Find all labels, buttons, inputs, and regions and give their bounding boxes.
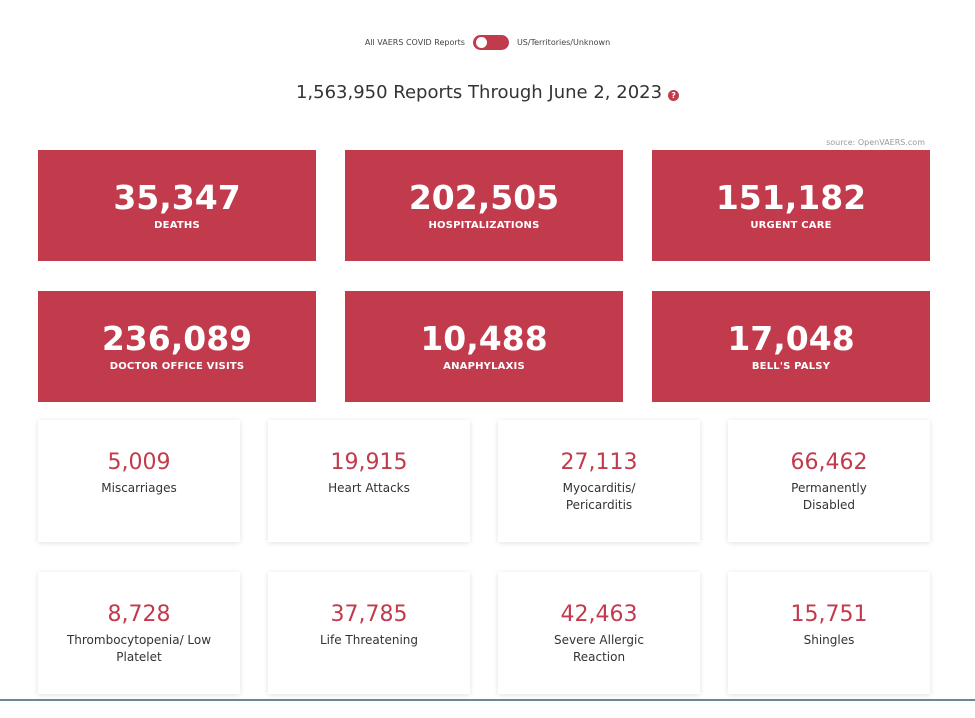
stat-label: URGENT CARE [750, 219, 832, 231]
stat-value: 17,048 [727, 318, 855, 358]
stat-value: 10,488 [420, 318, 548, 358]
stat-label: Miscarriages [101, 481, 177, 495]
stat-tile-anaphylaxis: 10,488 ANAPHYLAXIS [345, 291, 623, 402]
help-icon[interactable]: ? [668, 89, 680, 101]
stat-value: 37,785 [330, 602, 408, 627]
report-scope-toggle[interactable] [472, 35, 509, 50]
report-scope-toggle-row: All VAERS COVID Reports US/Territories/U… [0, 35, 975, 50]
stat-value: 151,182 [715, 177, 867, 217]
stat-label: Heart Attacks [328, 481, 410, 495]
stat-label: DEATHS [154, 219, 200, 231]
stat-value: 66,462 [790, 450, 868, 475]
toggle-right-label: US/Territories/Unknown [516, 38, 611, 47]
bottom-divider [0, 699, 975, 701]
secondary-stats-row-1: 5,009 Miscarriages 19,915 Heart Attacks … [38, 420, 931, 542]
stat-tile-urgent-care: 151,182 URGENT CARE [652, 150, 930, 261]
secondary-stats-row-2: 8,728 Thrombocytopenia/ Low Platelet 37,… [38, 572, 931, 694]
stat-card-thrombocytopenia: 8,728 Thrombocytopenia/ Low Platelet [38, 572, 240, 694]
stat-value: 19,915 [330, 450, 408, 475]
headline-text: 1,563,950 Reports Through June 2, 2023 [295, 82, 663, 103]
stat-card-life-threatening: 37,785 Life Threatening [268, 572, 470, 694]
stat-value: 8,728 [107, 602, 171, 627]
stat-value: 202,505 [408, 177, 560, 217]
stat-value: 35,347 [113, 177, 241, 217]
toggle-left-label: All VAERS COVID Reports [364, 38, 465, 47]
stat-tile-bells-palsy: 17,048 BELL'S PALSY [652, 291, 930, 402]
source-credit: source: OpenVAERS.com [826, 138, 925, 147]
stat-label: HOSPITALIZATIONS [428, 219, 540, 231]
stat-value: 42,463 [560, 602, 638, 627]
stat-card-miscarriages: 5,009 Miscarriages [38, 420, 240, 542]
stat-label: Myocarditis/ Pericarditis [562, 481, 636, 512]
stat-value: 27,113 [560, 450, 638, 475]
stat-label: Shingles [803, 633, 855, 647]
stat-label: Severe Allergic Reaction [554, 633, 644, 664]
stat-card-myocarditis: 27,113 Myocarditis/ Pericarditis [498, 420, 700, 542]
stat-label: ANAPHYLAXIS [443, 360, 525, 372]
stat-card-heart-attacks: 19,915 Heart Attacks [268, 420, 470, 542]
stat-card-permanently-disabled: 66,462 Permanently Disabled [728, 420, 930, 542]
stat-label: Thrombocytopenia/ Low Platelet [66, 633, 212, 664]
stat-tile-deaths: 35,347 DEATHS [38, 150, 316, 261]
stat-tile-hospitalizations: 202,505 HOSPITALIZATIONS [345, 150, 623, 261]
stat-value: 15,751 [790, 602, 868, 627]
stat-label: DOCTOR OFFICE VISITS [109, 360, 245, 372]
stat-value: 236,089 [101, 318, 253, 358]
page-title: 1,563,950 Reports Through June 2, 2023 ? [0, 82, 975, 103]
stat-label: BELL'S PALSY [751, 360, 831, 372]
stat-label: Life Threatening [319, 633, 419, 647]
stat-card-severe-allergic-reaction: 42,463 Severe Allergic Reaction [498, 572, 700, 694]
toggle-knob [475, 37, 487, 48]
stat-value: 5,009 [107, 450, 171, 475]
stat-label: Permanently Disabled [791, 481, 867, 512]
stat-card-shingles: 15,751 Shingles [728, 572, 930, 694]
stat-tile-doctor-office-visits: 236,089 DOCTOR OFFICE VISITS [38, 291, 316, 402]
primary-stats-grid: 35,347 DEATHS 202,505 HOSPITALIZATIONS 1… [38, 150, 930, 402]
